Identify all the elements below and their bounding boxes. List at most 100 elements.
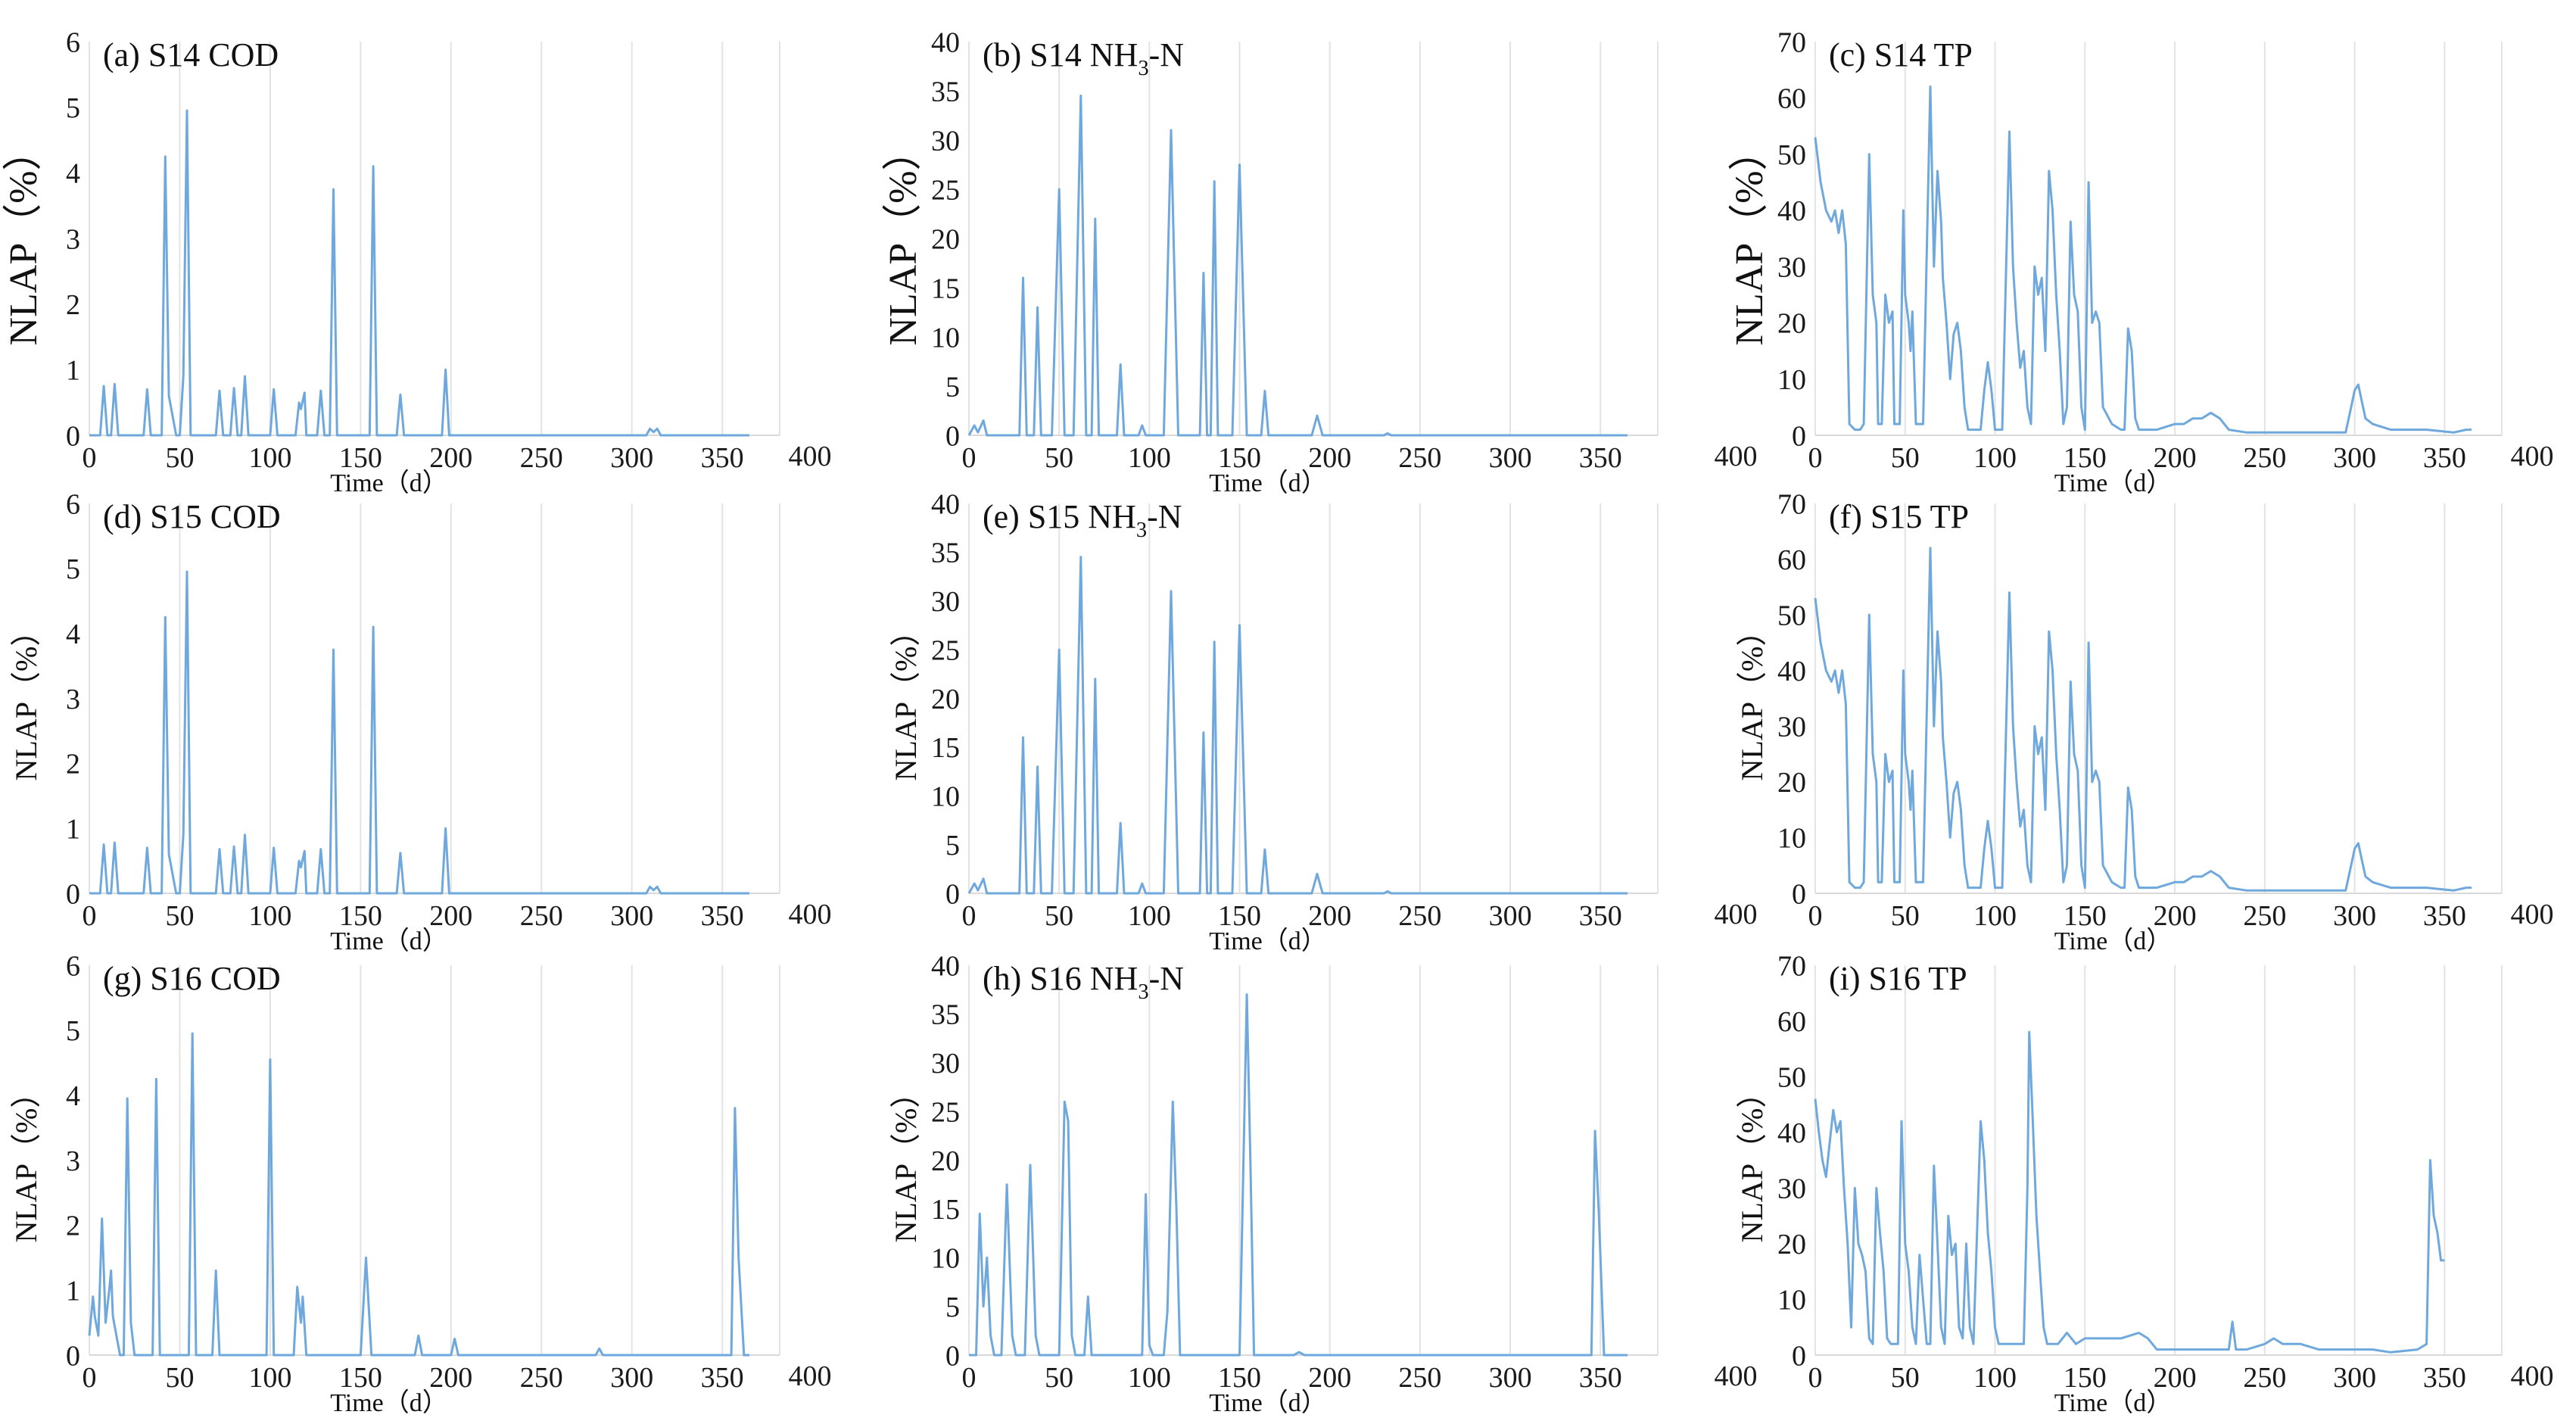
y-tick-label: 4 (66, 158, 80, 190)
x-axis-label: Time（d） (330, 1388, 448, 1417)
y-tick-label: 5 (66, 553, 80, 585)
series-line (1814, 547, 2472, 892)
x-tick-label: 250 (2243, 900, 2286, 932)
y-tick-label: 2 (66, 1211, 80, 1242)
y-tick-label: 0 (1792, 878, 1806, 910)
x-tick-label: 350 (701, 900, 744, 932)
series-line (89, 570, 749, 895)
y-tick-label: 70 (1777, 950, 1806, 982)
x-tick-label: 200 (1308, 900, 1351, 932)
x-tick-label: 0 (962, 900, 977, 932)
x-tick-label: 350 (1579, 1362, 1622, 1394)
y-tick-label: 30 (1777, 712, 1806, 743)
x-tick-label: 300 (1489, 900, 1532, 932)
x-tick-label: 200 (1308, 1362, 1351, 1394)
x-tick-label: 100 (1973, 1362, 2017, 1394)
x-tick-label: 300 (2333, 900, 2376, 932)
y-tick-label: 25 (931, 174, 960, 206)
x-axis-label: Time（d） (2054, 1388, 2173, 1417)
x-tick-label: 50 (1045, 442, 1073, 474)
y-tick-label: 35 (931, 999, 960, 1031)
series-line (89, 109, 749, 437)
x-tick-label: 0 (962, 1362, 977, 1394)
x-axis-label: Time（d） (1209, 1388, 1327, 1417)
x-tick-label: 50 (165, 1362, 194, 1394)
panel-title-main: (h) S16 NH (983, 960, 1138, 997)
x-tick-label: 150 (2064, 900, 2107, 932)
y-tick-label: 20 (931, 1145, 960, 1177)
x-tick-label: 100 (248, 442, 291, 474)
y-tick-label: 60 (1777, 544, 1806, 576)
x-tick-label: 100 (1973, 900, 2017, 932)
x-tick-label: 150 (339, 442, 382, 474)
x-tick-label: 100 (248, 1362, 291, 1394)
x-tick-label: 200 (429, 442, 472, 474)
y-tick-label: 40 (1777, 1117, 1806, 1149)
y-tick-label: 20 (1777, 767, 1806, 799)
panel-title: (f) S15 TP (1829, 498, 1969, 535)
x-axis-label: Time（d） (330, 927, 448, 955)
y-tick-label: 0 (945, 1340, 960, 1372)
panel-e: 0 5 10 15 20 25 30 35 40 0 50 100 150 200 250 300 350 Tim… (889, 488, 1659, 955)
panel-title-subscript: 3 (1138, 980, 1148, 1004)
y-axis-label: NLAP（%） (889, 1078, 923, 1243)
x-tick-label: 0 (962, 442, 977, 474)
x-tick-label-extra: 400 (2511, 441, 2554, 472)
y-tick-label: 2 (66, 289, 80, 321)
x-tick-label: 250 (1398, 442, 1441, 474)
y-tick-label: 1 (66, 1275, 80, 1307)
panel-title-tail: -N (1147, 498, 1182, 535)
x-tick-label: 350 (2423, 900, 2466, 932)
x-axis-label: Time（d） (2054, 927, 2173, 955)
x-tick-label: 200 (2154, 900, 2197, 932)
x-axis-label: Time（d） (2054, 469, 2173, 497)
x-tick-label: 250 (520, 442, 563, 474)
x-tick-label: 0 (1808, 442, 1823, 474)
y-tick-label: 40 (931, 950, 960, 982)
x-tick-label: 100 (1128, 900, 1171, 932)
series-line (969, 993, 1628, 1357)
series-line (88, 1032, 749, 1357)
y-axis-label: NLAP（%） (889, 616, 923, 781)
y-tick-label: 5 (945, 830, 960, 862)
extra-tick-label: 400 (1715, 899, 1758, 930)
gridlines (968, 503, 1659, 893)
x-tick-label: 300 (610, 900, 653, 932)
x-tick-label-extra: 400 (2511, 899, 2554, 930)
y-tick-label: 6 (66, 950, 80, 982)
y-tick-label: 10 (1777, 1285, 1806, 1316)
y-tick-label: 5 (945, 371, 960, 403)
x-tick-label: 150 (1218, 1362, 1261, 1394)
y-tick-label: 6 (66, 488, 80, 520)
x-tick-label: 50 (1045, 1362, 1073, 1394)
x-tick-label: 150 (2064, 442, 2107, 474)
panel-title-subscript: 3 (1138, 57, 1148, 80)
y-tick-label: 30 (931, 1048, 960, 1080)
panel-title: (b) S14 NH3-N (983, 36, 1184, 80)
panel-title: (g) S16 COD (103, 960, 281, 997)
y-tick-label: 40 (1777, 195, 1806, 227)
x-tick-label: 350 (1579, 900, 1622, 932)
y-axis-label: NLAP（%） (9, 616, 43, 781)
y-tick-label: 60 (1777, 1006, 1806, 1038)
panel-title: (a) S14 COD (103, 36, 279, 73)
y-tick-label: 3 (66, 684, 80, 715)
y-axis-label: NLAP（%） (1735, 1078, 1769, 1243)
x-tick-label: 150 (1218, 442, 1261, 474)
y-tick-label: 4 (66, 1080, 80, 1112)
y-tick-label: 35 (931, 76, 960, 108)
y-tick-label: 50 (1777, 139, 1806, 171)
y-tick-label: 0 (66, 1340, 80, 1372)
series-line (1814, 1030, 2445, 1354)
y-tick-label: 3 (66, 223, 80, 255)
y-tick-label: 10 (931, 322, 960, 354)
y-tick-label: 5 (945, 1292, 960, 1323)
x-tick-label: 300 (610, 1362, 653, 1394)
x-tick-label: 200 (429, 1362, 472, 1394)
gridlines (968, 42, 1659, 435)
x-tick-label: 250 (2243, 1362, 2286, 1394)
y-axis-label: NLAP（%） (9, 1078, 43, 1243)
y-tick-label: 10 (931, 781, 960, 813)
y-tick-label: 5 (66, 1015, 80, 1047)
